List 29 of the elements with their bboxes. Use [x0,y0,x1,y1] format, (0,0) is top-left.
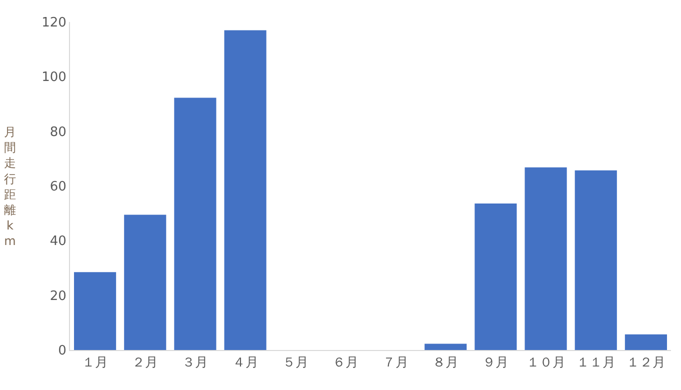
x-tick-label: ２月 [132,356,158,371]
x-tick-label: １月 [82,356,108,371]
x-tick-label: ６月 [332,356,358,371]
y-tick-label: 60 [50,180,66,195]
y-tick-label: 40 [50,234,66,250]
x-tick-label: ７月 [382,356,409,371]
bar [424,344,467,350]
bar [124,214,166,350]
x-tick-label: １０月 [526,356,566,371]
bar [474,203,517,350]
bar [74,272,116,350]
x-tick-label: １２月 [626,356,666,371]
x-tick-label: ３月 [182,356,208,371]
bar [624,334,667,350]
x-tick-label: ４月 [232,356,258,371]
x-tick-label: ８月 [432,356,459,371]
y-axis-title: 月間走行距離km [4,125,16,248]
x-tick-label: ５月 [282,356,308,371]
y-tick-label: 80 [50,124,66,140]
y-tick-label: 100 [42,70,66,86]
x-tick-label: １１月 [576,356,616,371]
bar [574,170,617,350]
y-tick-label: 20 [50,288,66,304]
y-tick-label: 0 [58,344,66,359]
bar [524,167,567,350]
bar [224,30,266,350]
bar [174,98,216,350]
x-tick-label: ９月 [482,356,509,371]
y-tick-label: 120 [42,16,66,31]
